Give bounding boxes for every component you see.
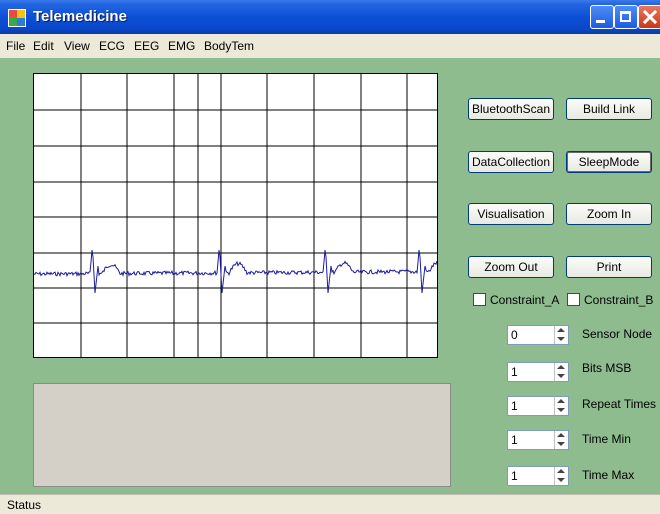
ecg-trace bbox=[34, 249, 437, 294]
menu-bodytem[interactable]: BodyTem bbox=[204, 39, 255, 53]
menu-view[interactable]: View bbox=[64, 39, 90, 53]
sensor-node-label: Sensor Node bbox=[582, 327, 653, 341]
constraint-b-checkbox[interactable]: Constraint_B bbox=[567, 292, 657, 308]
constraint-b-label: Constraint_B bbox=[584, 293, 654, 307]
bluetooth-scan-button[interactable]: BluetoothScan bbox=[468, 98, 554, 120]
time-max-value[interactable]: 1 bbox=[511, 469, 518, 483]
sleep-mode-button[interactable]: SleepMode bbox=[566, 151, 652, 173]
zoom-out-button[interactable]: Zoom Out bbox=[468, 256, 554, 278]
data-collection-button[interactable]: DataCollection bbox=[468, 151, 554, 173]
spin-down-icon[interactable] bbox=[557, 478, 565, 483]
spinner-arrows[interactable] bbox=[554, 467, 568, 485]
close-button[interactable] bbox=[638, 5, 660, 29]
time-min-label: Time Min bbox=[582, 432, 631, 446]
spin-up-icon[interactable] bbox=[557, 469, 565, 474]
checkbox-box[interactable] bbox=[473, 293, 486, 306]
repeat-times-label: Repeat Times bbox=[582, 397, 657, 411]
spin-down-icon[interactable] bbox=[557, 337, 565, 342]
repeat-times-value[interactable]: 1 bbox=[511, 399, 518, 413]
maximize-button[interactable] bbox=[614, 5, 638, 29]
menu-emg[interactable]: EMG bbox=[168, 39, 196, 53]
app-icon bbox=[8, 9, 26, 27]
bits-msb-label: Bits MSB bbox=[582, 361, 632, 375]
time-max-label: Time Max bbox=[582, 468, 635, 482]
spinner-arrows[interactable] bbox=[554, 363, 568, 381]
sensor-node-value[interactable]: 0 bbox=[511, 328, 518, 342]
zoom-in-button[interactable]: Zoom In bbox=[566, 203, 652, 225]
spin-down-icon[interactable] bbox=[557, 374, 565, 379]
spin-up-icon[interactable] bbox=[557, 328, 565, 333]
visualisation-button[interactable]: Visualisation bbox=[468, 203, 554, 225]
time-min-value[interactable]: 1 bbox=[511, 433, 518, 447]
menu-eeg[interactable]: EEG bbox=[134, 39, 160, 53]
time-min-spinner[interactable]: 1 bbox=[507, 430, 569, 450]
minimize-button[interactable] bbox=[590, 5, 614, 29]
checkbox-box[interactable] bbox=[567, 293, 580, 306]
window-title: Telemedicine bbox=[33, 8, 127, 25]
plot-grid bbox=[34, 74, 437, 357]
constraint-a-label: Constraint_A bbox=[490, 293, 560, 307]
spinner-arrows[interactable] bbox=[554, 397, 568, 415]
spin-down-icon[interactable] bbox=[557, 442, 565, 447]
print-button[interactable]: Print bbox=[566, 256, 652, 278]
spin-up-icon[interactable] bbox=[557, 365, 565, 370]
menu-ecg[interactable]: ECG bbox=[99, 39, 126, 53]
close-icon bbox=[642, 9, 658, 25]
spin-up-icon[interactable] bbox=[557, 399, 565, 404]
spin-up-icon[interactable] bbox=[557, 433, 565, 438]
spinner-arrows[interactable] bbox=[554, 431, 568, 449]
constraint-a-checkbox[interactable]: Constraint_A bbox=[473, 292, 563, 308]
ecg-plot-canvas bbox=[34, 74, 437, 357]
spin-down-icon[interactable] bbox=[557, 408, 565, 413]
menu-bar: File Edit View ECG EEG EMG BodyTem bbox=[0, 34, 660, 58]
status-text: Status bbox=[7, 498, 42, 512]
repeat-times-spinner[interactable]: 1 bbox=[507, 396, 569, 416]
log-panel bbox=[33, 383, 451, 487]
time-max-spinner[interactable]: 1 bbox=[507, 466, 569, 486]
title-bar[interactable]: Telemedicine bbox=[0, 0, 660, 34]
bits-msb-value[interactable]: 1 bbox=[511, 365, 518, 379]
bits-msb-spinner[interactable]: 1 bbox=[507, 362, 569, 382]
build-link-button[interactable]: Build Link bbox=[566, 98, 652, 120]
status-bar: Status bbox=[0, 494, 660, 514]
spinner-arrows[interactable] bbox=[554, 326, 568, 344]
minimize-icon bbox=[596, 20, 605, 23]
maximize-icon bbox=[620, 11, 631, 22]
menu-edit[interactable]: Edit bbox=[33, 39, 54, 53]
sensor-node-spinner[interactable]: 0 bbox=[507, 325, 569, 345]
ecg-plot bbox=[33, 73, 438, 358]
menu-file[interactable]: File bbox=[6, 39, 26, 53]
